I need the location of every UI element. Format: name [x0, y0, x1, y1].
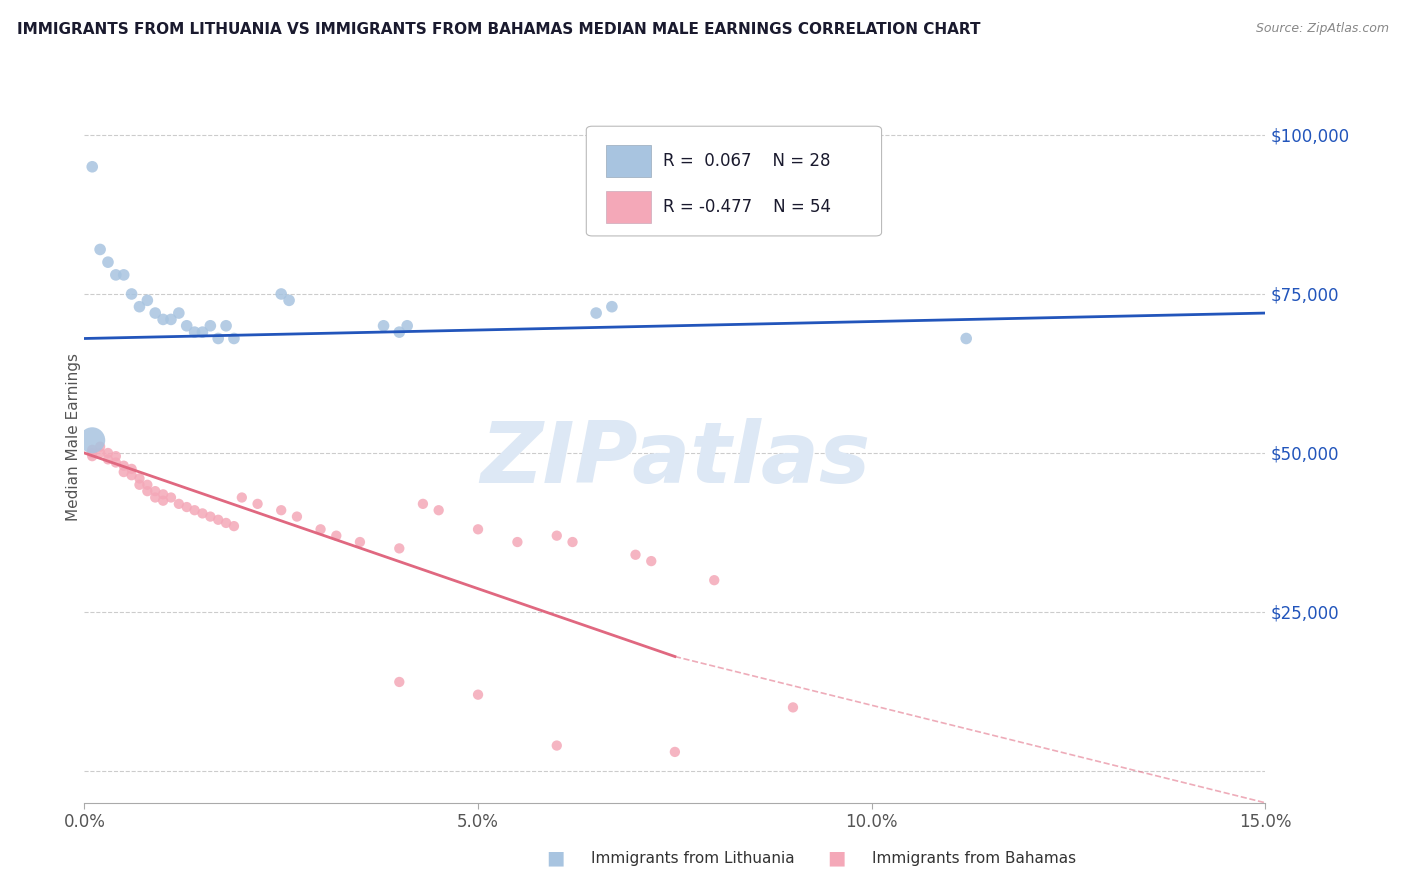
Point [467, 522, 489, 536]
Point [215, 318, 238, 333]
FancyBboxPatch shape [606, 191, 651, 223]
Point [640, 554, 662, 568]
Point [152, 312, 174, 326]
Point [97, 446, 120, 460]
Text: Source: ZipAtlas.com: Source: ZipAtlas.com [1256, 22, 1389, 36]
Point [143, 491, 166, 505]
Point [373, 318, 395, 333]
Point [207, 331, 229, 345]
Point [121, 468, 143, 483]
Point [246, 497, 269, 511]
Point [136, 293, 159, 308]
Point [600, 300, 623, 314]
Point [467, 688, 489, 702]
Point [82, 434, 104, 448]
Point [222, 519, 245, 533]
Point [200, 318, 222, 333]
Point [349, 535, 371, 549]
Text: Immigrants from Bahamas: Immigrants from Bahamas [872, 851, 1076, 865]
Point [176, 500, 198, 514]
Point [104, 268, 127, 282]
Point [388, 541, 411, 556]
Point [191, 325, 214, 339]
Point [152, 487, 174, 501]
Text: R = -0.477    N = 54: R = -0.477 N = 54 [664, 198, 831, 216]
Point [388, 325, 411, 339]
Point [167, 497, 190, 511]
Point [664, 745, 686, 759]
Point [412, 497, 434, 511]
Point [143, 306, 166, 320]
Point [191, 507, 214, 521]
Point [546, 529, 568, 543]
Point [160, 491, 183, 505]
Point [222, 331, 245, 345]
Point [585, 306, 607, 320]
Point [82, 446, 104, 460]
Point [183, 503, 205, 517]
Point [167, 306, 190, 320]
Point [176, 318, 198, 333]
Point [112, 458, 135, 473]
FancyBboxPatch shape [606, 145, 651, 177]
Point [143, 484, 166, 499]
Text: IMMIGRANTS FROM LITHUANIA VS IMMIGRANTS FROM BAHAMAS MEDIAN MALE EARNINGS CORREL: IMMIGRANTS FROM LITHUANIA VS IMMIGRANTS … [17, 22, 980, 37]
Text: ■: ■ [827, 848, 846, 868]
Point [270, 287, 292, 301]
Point [703, 573, 725, 587]
FancyBboxPatch shape [586, 126, 882, 235]
Point [97, 452, 120, 467]
Text: ■: ■ [546, 848, 565, 868]
Point [207, 513, 229, 527]
Point [89, 440, 111, 454]
Point [270, 503, 292, 517]
Point [128, 477, 150, 491]
Point [104, 449, 127, 463]
Y-axis label: Median Male Earnings: Median Male Earnings [66, 353, 80, 521]
Text: ZIPatlas: ZIPatlas [479, 417, 870, 500]
Point [82, 442, 104, 457]
Point [427, 503, 450, 517]
Point [121, 462, 143, 476]
Point [82, 449, 104, 463]
Point [112, 268, 135, 282]
Point [128, 300, 150, 314]
Point [782, 700, 804, 714]
Point [396, 318, 419, 333]
Point [136, 477, 159, 491]
Point [215, 516, 238, 530]
Text: R =  0.067    N = 28: R = 0.067 N = 28 [664, 152, 831, 169]
Point [285, 509, 308, 524]
Point [388, 675, 411, 690]
Point [152, 493, 174, 508]
Point [82, 160, 104, 174]
Point [160, 312, 183, 326]
Point [955, 331, 977, 345]
Point [183, 325, 205, 339]
Point [200, 509, 222, 524]
Point [128, 471, 150, 485]
Point [136, 484, 159, 499]
Point [121, 287, 143, 301]
Point [561, 535, 583, 549]
Point [104, 456, 127, 470]
Point [231, 491, 253, 505]
Point [112, 465, 135, 479]
Point [89, 446, 111, 460]
Text: Immigrants from Lithuania: Immigrants from Lithuania [591, 851, 794, 865]
Point [89, 243, 111, 257]
Point [97, 255, 120, 269]
Point [278, 293, 301, 308]
Point [506, 535, 529, 549]
Point [546, 739, 568, 753]
Point [624, 548, 647, 562]
Point [325, 529, 347, 543]
Point [309, 522, 332, 536]
